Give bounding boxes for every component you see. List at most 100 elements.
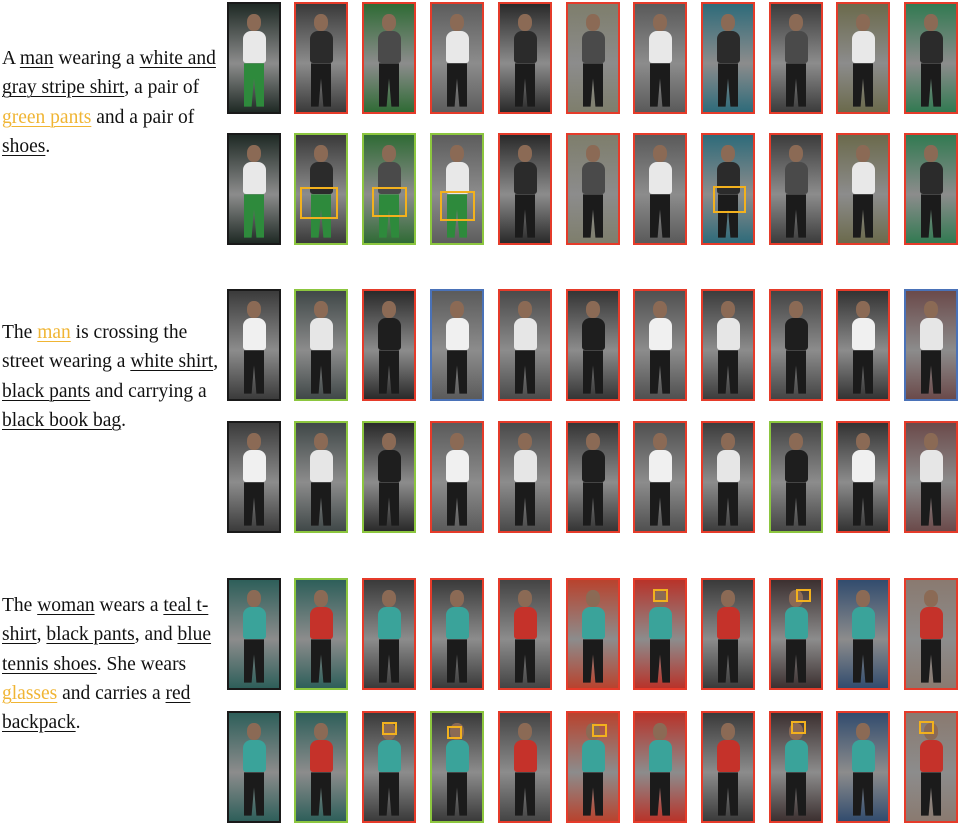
query-text-segment: The bbox=[2, 595, 38, 616]
query-image bbox=[227, 421, 281, 533]
retrieved-image-red bbox=[769, 289, 823, 401]
query-phrase: white and gray stripe shirt bbox=[2, 48, 216, 99]
query-text-3: The woman wears a teal t-shirt, black pa… bbox=[2, 591, 220, 737]
query-text-segment: , bbox=[213, 351, 219, 373]
query-image bbox=[227, 289, 281, 401]
retrieved-image-green bbox=[294, 133, 348, 245]
query-phrase: teal t-shirt bbox=[2, 595, 209, 646]
query-text-segment: wears a bbox=[94, 595, 164, 616]
retrieved-image-red bbox=[633, 578, 687, 690]
retrieved-image-red bbox=[498, 578, 552, 690]
retrieved-image-red bbox=[836, 133, 890, 245]
query-text-segment: , and bbox=[134, 624, 178, 646]
attention-box bbox=[447, 725, 462, 739]
retrieved-image-red bbox=[701, 711, 755, 823]
retrieved-image-red bbox=[633, 421, 687, 533]
retrieved-image-red bbox=[566, 421, 620, 533]
retrieved-image-red bbox=[294, 2, 348, 114]
attention-box bbox=[652, 588, 668, 602]
query-text-segment: , a pair of bbox=[124, 77, 200, 99]
retrieved-image-red bbox=[836, 421, 890, 533]
query-text-segment: and carrying a bbox=[90, 380, 207, 402]
retrieved-image-green bbox=[294, 421, 348, 533]
query-phrase: man bbox=[37, 322, 71, 343]
retrieved-image-red bbox=[904, 2, 958, 114]
retrieved-image-red bbox=[701, 2, 755, 114]
retrieved-image-green bbox=[769, 421, 823, 533]
retrieved-image-red bbox=[904, 133, 958, 245]
query-phrase: black pants bbox=[2, 380, 91, 402]
attention-box bbox=[796, 588, 811, 602]
retrieved-image-red bbox=[566, 711, 620, 823]
attention-box bbox=[300, 186, 338, 220]
attention-box bbox=[791, 720, 806, 734]
retrieved-image-red bbox=[362, 711, 416, 823]
query-text-segment: The bbox=[2, 322, 38, 343]
retrieved-image-green bbox=[430, 133, 484, 245]
retrieved-image-red bbox=[836, 578, 890, 690]
retrieved-image-green bbox=[362, 421, 416, 533]
attention-box bbox=[381, 721, 397, 735]
query-phrase: blue tennis shoes bbox=[2, 624, 212, 675]
attention-box bbox=[439, 191, 475, 222]
retrieved-image-red bbox=[430, 2, 484, 114]
retrieved-image-red bbox=[769, 578, 823, 690]
query-phrase: red backpack bbox=[2, 682, 191, 734]
retrieved-image-red bbox=[633, 133, 687, 245]
retrieved-image-green bbox=[362, 133, 416, 245]
retrieved-image-red bbox=[904, 578, 958, 690]
query-phrase: black book bag bbox=[2, 409, 122, 431]
retrieved-image-red bbox=[836, 711, 890, 823]
retrieved-image-red bbox=[566, 133, 620, 245]
query-text-segment: . bbox=[75, 712, 81, 734]
query-text-2: The man is crossing the street wearing a… bbox=[2, 318, 220, 435]
query-phrase: black pants bbox=[46, 624, 135, 646]
retrieved-image-red bbox=[498, 2, 552, 114]
retrieved-image-red bbox=[362, 289, 416, 401]
retrieved-image-red bbox=[701, 133, 755, 245]
retrieved-image-red bbox=[904, 421, 958, 533]
retrieved-image-red bbox=[362, 2, 416, 114]
retrieved-image-red bbox=[701, 289, 755, 401]
retrieved-image-green bbox=[294, 711, 348, 823]
retrieved-image-red bbox=[430, 421, 484, 533]
retrieved-image-red bbox=[566, 2, 620, 114]
retrieved-image-red bbox=[633, 289, 687, 401]
retrieved-image-red bbox=[566, 578, 620, 690]
retrieved-image-red bbox=[362, 578, 416, 690]
query-text-segment: , bbox=[36, 624, 47, 646]
attention-box bbox=[918, 720, 934, 734]
query-phrase: glasses bbox=[2, 682, 58, 704]
retrieved-image-green bbox=[430, 711, 484, 823]
retrieved-image-red bbox=[769, 133, 823, 245]
query-phrase: shoes bbox=[2, 135, 46, 157]
query-text-segment: A bbox=[2, 48, 20, 69]
query-phrase: green pants bbox=[2, 106, 92, 128]
retrieved-image-red bbox=[836, 2, 890, 114]
retrieved-image-red bbox=[769, 711, 823, 823]
retrieved-image-red bbox=[836, 289, 890, 401]
retrieved-image-red bbox=[633, 2, 687, 114]
retrieved-image-green bbox=[294, 289, 348, 401]
retrieved-image-red bbox=[498, 711, 552, 823]
query-text-segment: . bbox=[121, 409, 127, 431]
query-text-segment: and carries a bbox=[57, 682, 166, 704]
retrieved-image-blue bbox=[904, 289, 958, 401]
retrieved-image-red bbox=[430, 578, 484, 690]
query-text-segment: is crossing the street wearing a bbox=[2, 322, 188, 373]
query-image bbox=[227, 133, 281, 245]
query-text-segment: wearing a bbox=[53, 48, 140, 69]
retrieved-image-red bbox=[498, 421, 552, 533]
retrieved-image-red bbox=[498, 289, 552, 401]
retrieved-image-red bbox=[701, 578, 755, 690]
attention-box bbox=[713, 185, 746, 213]
query-text-1: A man wearing a white and gray stripe sh… bbox=[2, 44, 220, 161]
query-phrase: man bbox=[19, 48, 54, 69]
query-text-segment: and a pair of bbox=[91, 106, 195, 128]
attention-box bbox=[371, 186, 407, 218]
query-text-segment: . She wears bbox=[96, 653, 187, 675]
retrieved-image-red bbox=[904, 711, 958, 823]
query-phrase: white shirt bbox=[130, 351, 214, 373]
retrieved-image-red bbox=[498, 133, 552, 245]
retrieved-image-red bbox=[701, 421, 755, 533]
